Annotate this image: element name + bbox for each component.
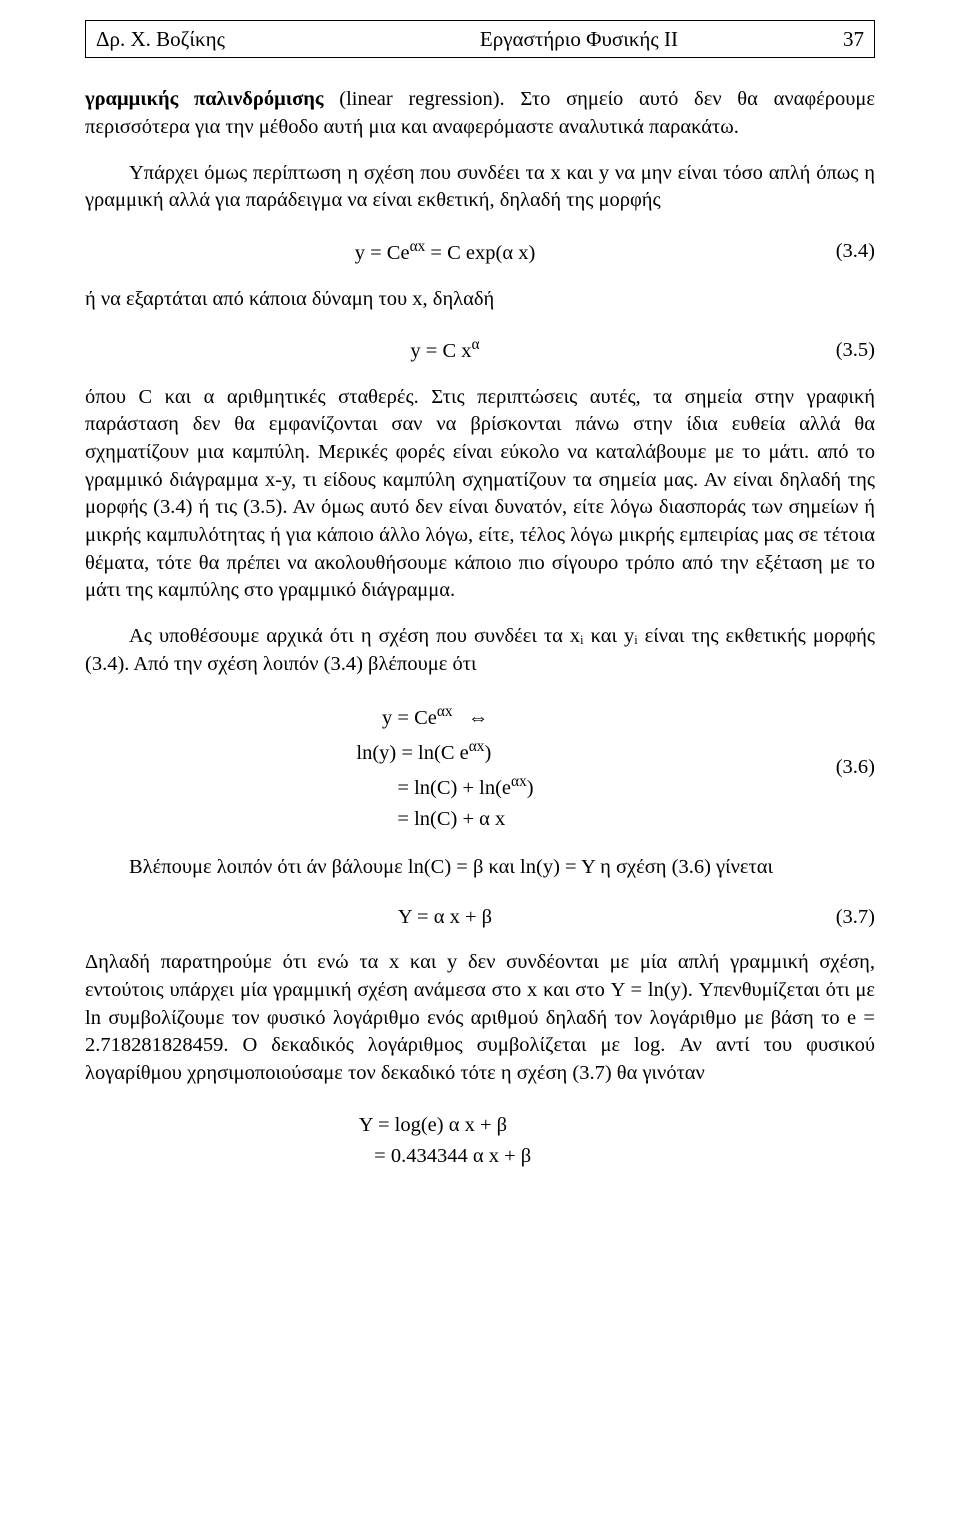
equation-3-8: Y = log(e) α x + β = 0.434344 α x + β (85, 1106, 875, 1178)
equation-3-6: y = Ceαx ⇔ln(y) = ln(C eαx) = ln(C) + ln… (85, 696, 875, 840)
paragraph-7: Δηλαδή παρατηρούμε ότι ενώ τα x και y δε… (85, 949, 875, 1087)
paragraph-5: Ας υποθέσουμε αρχικά ότι η σχέση που συν… (85, 623, 875, 678)
equation-3-4-number: (3.4) (805, 238, 875, 266)
page-header: Δρ. Χ. Βοζίκης Εργαστήριο Φυσικής ΙΙ 37 (85, 20, 875, 58)
equation-3-5-number: (3.5) (805, 337, 875, 365)
equation-3-4-expr: y = Ceαx = C exp(α x) (85, 237, 805, 268)
paragraph-1: γραμμικής παλινδρόμισης (linear regressi… (85, 86, 875, 141)
equation-3-5: y = C xα (3.5) (85, 331, 875, 370)
paragraph-4: όπου C και α αριθμητικές σταθερές. Στις … (85, 384, 875, 605)
equation-3-5-expr: y = C xα (85, 335, 805, 366)
equation-3-6-expr: y = Ceαx ⇔ln(y) = ln(C eαx) = ln(C) + ln… (356, 700, 533, 836)
paragraph-3: ή να εξαρτάται από κάποια δύναμη του x, … (85, 286, 875, 314)
equation-3-7-expr: Y = α x + β (85, 904, 805, 932)
equation-3-8-expr: Y = log(e) α x + β = 0.434344 α x + β (359, 1110, 531, 1174)
header-title: Εργαστήριο Φυσικής ΙΙ (315, 25, 843, 53)
header-author: Δρ. Χ. Βοζίκης (96, 25, 225, 53)
equation-3-6-number: (3.6) (805, 754, 875, 782)
equation-3-4: y = Ceαx = C exp(α x) (3.4) (85, 233, 875, 272)
paragraph-2: Υπάρχει όμως περίπτωση η σχέση που συνδέ… (85, 160, 875, 215)
paragraph-6: Βλέπουμε λοιπόν ότι άν βάλουμε ln(C) = β… (85, 854, 875, 882)
header-page-number: 37 (843, 25, 864, 53)
equation-3-7-number: (3.7) (805, 904, 875, 932)
equation-3-7: Y = α x + β (3.7) (85, 900, 875, 936)
